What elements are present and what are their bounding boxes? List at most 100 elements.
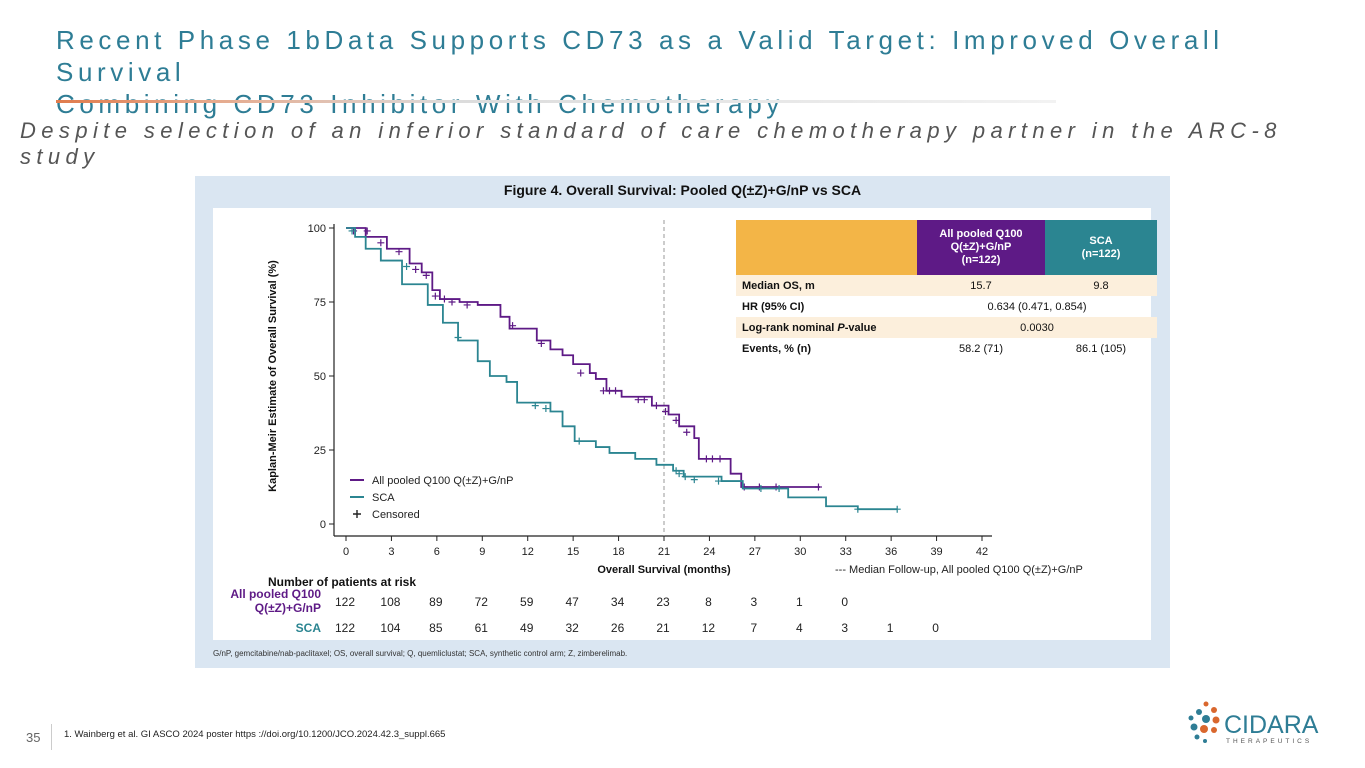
row-label: Events, % (n) (742, 342, 812, 355)
y-tick-label: 100 (308, 223, 326, 235)
censor-mark (708, 455, 716, 463)
y-tick-label: 50 (314, 371, 326, 383)
at-risk-value: 59 (520, 595, 534, 609)
censor-mark (775, 484, 783, 492)
x-tick-label: 12 (522, 546, 534, 558)
x-tick-label: 42 (976, 546, 988, 558)
header-pooled-line1: All pooled Q100 (939, 228, 1023, 240)
censor-mark (463, 301, 471, 309)
at-risk-value: 72 (475, 595, 489, 609)
table-row: Median OS, m 15.7 9.8 (736, 275, 1157, 296)
slide-footnote: 1. Wainberg et al. GI ASCO 2024 poster h… (64, 729, 446, 740)
page-number: 35 (26, 730, 41, 745)
censor-mark (440, 295, 448, 303)
logo-dots-icon: CIDARA THERAPEUTICS (1188, 701, 1319, 745)
at-risk-value: 4 (796, 621, 803, 635)
y-tick-label: 75 (314, 297, 326, 309)
censor-mark (672, 467, 680, 475)
header-sca-line2: (n=122) (1081, 247, 1121, 260)
at-risk-group-label: SCA (296, 621, 322, 635)
at-risk-value: 3 (841, 621, 848, 635)
at-risk-value: 8 (705, 595, 712, 609)
at-risk-group-label: All pooled Q100 (230, 587, 321, 601)
censor-mark (640, 396, 648, 404)
at-risk-value: 34 (611, 595, 625, 609)
title-divider (56, 100, 1056, 103)
censor-mark (575, 437, 583, 445)
slide-title-line1: Recent Phase 1bData Supports CD73 as a V… (56, 25, 1224, 87)
censor-mark (690, 476, 698, 484)
x-tick-label: 6 (434, 546, 440, 558)
pooled-survival-curve (346, 227, 820, 488)
label-suffix: -value (844, 321, 877, 334)
label-prefix: Log-rank nominal (742, 321, 838, 334)
censor-mark (814, 483, 822, 491)
at-risk-value: 104 (380, 621, 400, 635)
censor-mark (683, 428, 691, 436)
y-axis-title: Kaplan-Meir Estimate of Overall Survival… (267, 260, 279, 492)
x-tick-label: 21 (658, 546, 670, 558)
censor-mark (431, 292, 439, 300)
chart-legend: All pooled Q100 Q(±Z)+G/nP SCA Censored (350, 475, 513, 521)
at-risk-value: 85 (429, 621, 443, 635)
summary-table: All pooled Q100 Q(±Z)+G/nP (n=122) SCA (… (736, 220, 1157, 359)
chart-curves (346, 227, 901, 513)
at-risk-value: 32 (565, 621, 579, 635)
cell-pooled: 58.2 (71) (958, 342, 1004, 355)
legend-label-sca: SCA (372, 492, 395, 504)
at-risk-value: 1 (796, 595, 803, 609)
censor-mark (509, 322, 517, 330)
cell-sca: 9.8 (1045, 275, 1157, 296)
figure-panel: Figure 4. Overall Survival: Pooled Q(±Z)… (195, 176, 1170, 668)
censor-mark (599, 387, 607, 395)
censor-mark (395, 248, 403, 256)
at-risk-value: 122 (335, 621, 355, 635)
censor-mark (652, 402, 660, 410)
x-tick-label: 24 (703, 546, 715, 558)
cell-sca: 86.1 (105) (1075, 342, 1127, 355)
at-risk-value: 26 (611, 621, 625, 635)
censor-mark (681, 473, 689, 481)
censor-mark (634, 396, 642, 404)
chart-title: Figure 4. Overall Survival: Pooled Q(±Z)… (503, 182, 862, 198)
y-tick-label: 0 (320, 519, 326, 531)
at-risk-value: 0 (841, 595, 848, 609)
censor-mark (363, 227, 371, 235)
censor-mark (672, 416, 680, 424)
at-risk-value: 47 (565, 595, 579, 609)
header-blank-cell (736, 220, 917, 275)
censor-mark (854, 505, 862, 513)
x-tick-label: 0 (343, 546, 349, 558)
censor-mark (605, 387, 613, 395)
at-risk-value: 12 (702, 621, 716, 635)
page-separator (51, 724, 52, 750)
at-risk-title: Number of patients at risk (268, 575, 416, 589)
censor-mark (716, 455, 724, 463)
censor-mark (755, 483, 763, 491)
header-pooled: All pooled Q100 Q(±Z)+G/nP (n=122) (917, 220, 1045, 275)
label-italic: P (837, 321, 845, 334)
x-tick-label: 39 (930, 546, 942, 558)
censor-mark (893, 505, 901, 513)
at-risk-value: 122 (335, 595, 355, 609)
row-label: Log-rank nominal P-value (736, 317, 917, 338)
x-axis-title: Overall Survival (months) (597, 564, 731, 576)
header-sca: SCA (n=122) (1045, 220, 1157, 275)
at-risk-group-label: Q(±Z)+G/nP (255, 601, 321, 615)
x-tick-label: 33 (840, 546, 852, 558)
figure-inner: 0 25 50 75 100 0 3 6 9 12 15 18 21 24 27 30 33 36 39 42 Over… (213, 208, 1157, 640)
legend-label-censored: Censored (372, 509, 420, 521)
header-pooled-line2: Q(±Z)+G/nP (950, 241, 1012, 253)
at-risk-value: 49 (520, 621, 534, 635)
censor-mark (531, 402, 539, 410)
censor-mark (577, 369, 585, 377)
logo-subtext: THERAPEUTICS (1226, 738, 1312, 745)
slide-title-line2: Combining CD73 Inhibitor With Chemothera… (56, 89, 784, 119)
at-risk-value: 61 (475, 621, 489, 635)
x-tick-label: 3 (388, 546, 394, 558)
header-pooled-line3: (n=122) (961, 254, 1001, 266)
censor-mark (377, 239, 385, 247)
slide-title: Recent Phase 1bData Supports CD73 as a V… (56, 24, 1336, 120)
